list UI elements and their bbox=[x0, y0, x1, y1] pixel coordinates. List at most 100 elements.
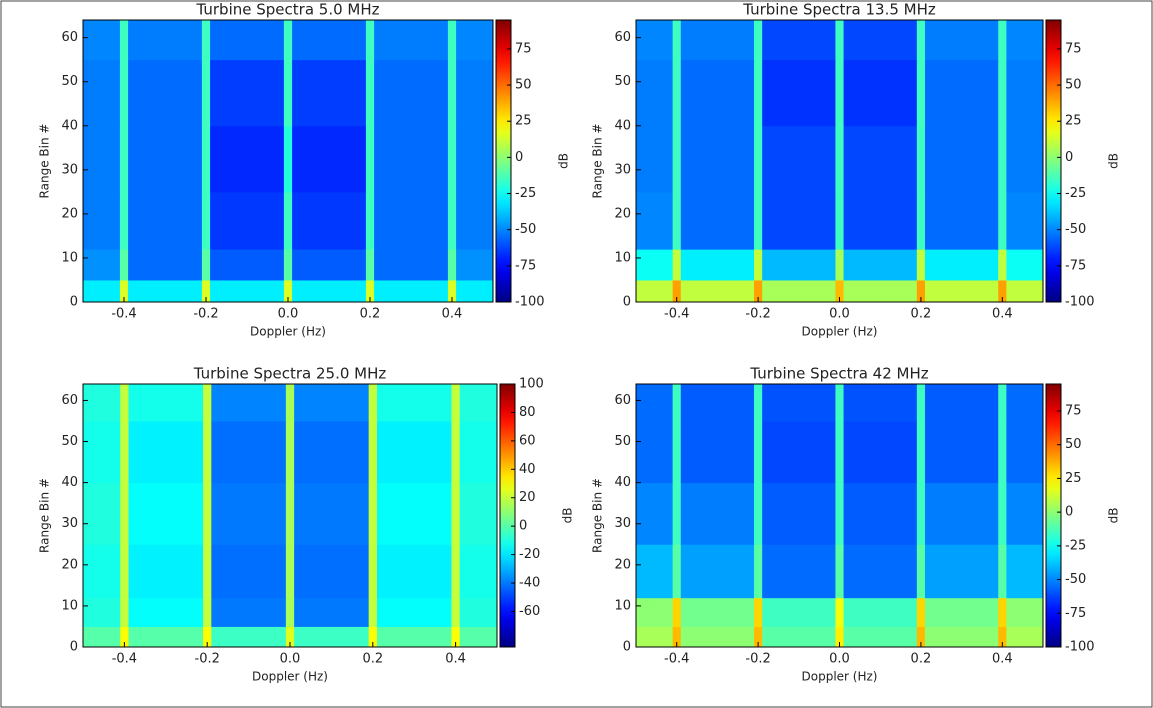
heatmap-cell bbox=[283, 249, 293, 281]
chart-title: Turbine Spectra 25.0 MHz bbox=[193, 365, 387, 383]
heatmap-cell bbox=[203, 420, 212, 484]
heatmap-cell bbox=[203, 597, 212, 627]
x-tick-label: -0.2 bbox=[745, 307, 770, 322]
colorbar-tick-label: 75 bbox=[1065, 41, 1082, 56]
heatmap-cell bbox=[83, 384, 121, 422]
heatmap-cell bbox=[924, 597, 999, 627]
heatmap-cell bbox=[754, 544, 763, 599]
heatmap-cell bbox=[998, 544, 1007, 599]
heatmap-cell bbox=[376, 626, 452, 648]
heatmap-cell bbox=[201, 191, 211, 250]
heatmap-cell bbox=[459, 544, 498, 599]
heatmap-cell bbox=[843, 249, 918, 281]
heatmap-cell bbox=[128, 191, 203, 250]
colorbar-tick-label: -100 bbox=[515, 295, 545, 310]
heatmap-cell bbox=[451, 597, 461, 627]
y-tick-label: 10 bbox=[61, 598, 78, 613]
heatmap-cell bbox=[210, 125, 285, 193]
heatmap-cell bbox=[365, 279, 375, 303]
heatmap-cell bbox=[365, 191, 375, 250]
heatmap-cell bbox=[754, 279, 763, 303]
heatmap-cell bbox=[754, 59, 763, 127]
heatmap-cell bbox=[459, 597, 498, 627]
heatmap-cell bbox=[294, 482, 370, 545]
heatmap-cell bbox=[924, 279, 999, 303]
heatmap-cell bbox=[843, 20, 918, 61]
y-tick-label: 30 bbox=[614, 162, 631, 177]
heatmap-cell bbox=[636, 249, 674, 281]
heatmap-cell bbox=[459, 482, 498, 545]
heatmap-cell bbox=[762, 279, 836, 303]
heatmap-cell bbox=[762, 420, 836, 484]
colorbar-tick-label: -75 bbox=[1065, 258, 1086, 273]
heatmap-cell bbox=[636, 20, 674, 61]
heatmap-cell bbox=[83, 482, 121, 545]
heatmap-cell bbox=[365, 125, 375, 193]
heatmap-cell bbox=[294, 420, 370, 484]
heatmap-cell bbox=[924, 384, 999, 422]
heatmap-cell bbox=[636, 384, 674, 422]
heatmap-cell bbox=[365, 59, 375, 127]
chart-title: Turbine Spectra 13.5 MHz bbox=[742, 1, 936, 19]
heatmap-cell bbox=[835, 544, 845, 599]
colorbar-tick-label: -25 bbox=[1065, 186, 1086, 201]
heatmap-cell bbox=[285, 544, 295, 599]
heatmap-cell bbox=[1006, 420, 1044, 484]
heatmap-cell bbox=[998, 482, 1007, 545]
colorbar bbox=[1045, 19, 1062, 303]
heatmap-cell bbox=[201, 20, 211, 61]
y-tick-label: 60 bbox=[61, 393, 78, 408]
heatmap-cell bbox=[916, 482, 926, 545]
heatmap-cell bbox=[83, 597, 121, 627]
heatmap-cell bbox=[843, 482, 918, 545]
heatmap-cell bbox=[294, 544, 370, 599]
heatmap-cell bbox=[128, 420, 204, 484]
y-tick-label: 0 bbox=[70, 295, 78, 310]
heatmap-cell bbox=[83, 626, 121, 648]
heatmap-cell bbox=[680, 279, 755, 303]
heatmap-cell bbox=[924, 20, 999, 61]
heatmap-cell bbox=[120, 626, 130, 648]
heatmap-cell bbox=[835, 20, 845, 61]
heatmap-cell bbox=[451, 626, 461, 648]
heatmap-cell bbox=[636, 544, 674, 599]
heatmap-cell bbox=[998, 420, 1007, 484]
heatmap-cell bbox=[365, 249, 375, 281]
heatmap-cell bbox=[835, 482, 845, 545]
colorbar-tick-label: 0 bbox=[1065, 150, 1073, 165]
heatmap-cell bbox=[672, 279, 682, 303]
heatmap-cell bbox=[285, 384, 295, 422]
colorbar-tick-label: -75 bbox=[1065, 606, 1086, 621]
heatmap-cell bbox=[762, 544, 836, 599]
heatmap-cell bbox=[680, 59, 755, 127]
heatmap-cell bbox=[128, 626, 204, 648]
heatmap-cell bbox=[374, 279, 449, 303]
heatmap-cell bbox=[368, 384, 378, 422]
heatmap-cell bbox=[456, 279, 494, 303]
heatmap-cell bbox=[128, 279, 203, 303]
heatmap-cell bbox=[294, 384, 370, 422]
heatmap-cell bbox=[456, 59, 494, 127]
heatmap-cell bbox=[459, 420, 498, 484]
heatmap-cell bbox=[376, 597, 452, 627]
heatmap-cell bbox=[376, 384, 452, 422]
heatmap-cell bbox=[285, 482, 295, 545]
heatmap-cell bbox=[835, 420, 845, 484]
heatmap-cell bbox=[672, 597, 682, 627]
heatmap-cell bbox=[292, 279, 367, 303]
heatmap-cell bbox=[368, 420, 378, 484]
heatmap-cell bbox=[451, 482, 461, 545]
heatmap-cell bbox=[120, 384, 130, 422]
heatmap-cell bbox=[292, 125, 367, 193]
heatmap-cell bbox=[754, 626, 763, 648]
heatmap-cell bbox=[843, 420, 918, 484]
heatmap-cell bbox=[998, 191, 1007, 250]
colorbar-tick-label: -100 bbox=[1065, 295, 1095, 310]
y-tick-label: 60 bbox=[614, 393, 631, 408]
x-axis-label: Doppler (Hz) bbox=[802, 325, 878, 339]
heatmap-cell bbox=[211, 597, 287, 627]
heatmap-cell bbox=[128, 597, 204, 627]
heatmap-cell bbox=[203, 626, 212, 648]
colorbar-tick-label: 50 bbox=[515, 78, 532, 93]
